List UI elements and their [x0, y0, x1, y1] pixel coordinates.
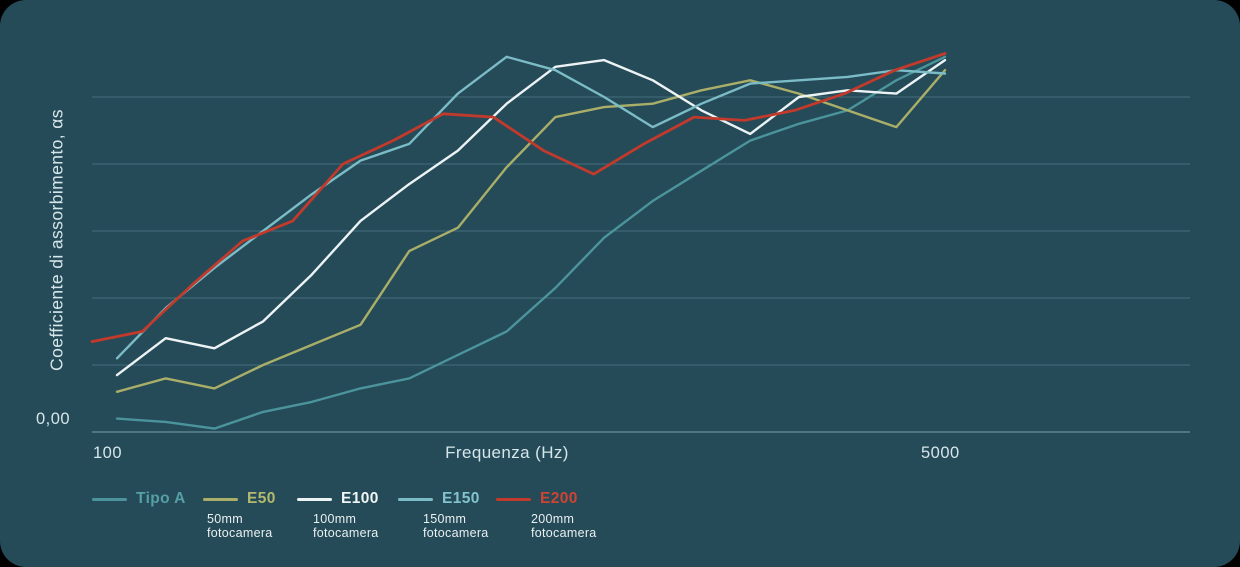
legend-label-e100: E100 — [341, 490, 379, 507]
legend-sublabel-e100: 100mm fotocamera — [313, 512, 379, 540]
x-tick-5000: 5000 — [921, 444, 960, 462]
line-e200 — [90, 52, 947, 344]
legend-item-e50[interactable]: E50 50mm fotocamera — [203, 490, 285, 540]
legend-item-tipo-a[interactable]: Tipo A — [92, 490, 186, 508]
chart-legend: Tipo A E50 50mm fotocamera E100 100mm fo… — [0, 490, 1240, 550]
legend-item-e100[interactable]: E100 100mm fotocamera — [297, 490, 391, 540]
legend-swatch-e100 — [297, 497, 332, 501]
y-axis-title: Coefficiente di assorbimento, αs — [46, 109, 67, 371]
line-e100 — [115, 58, 947, 377]
legend-label-e150: E150 — [442, 490, 480, 507]
legend-item-e150[interactable]: E150 150mm fotocamera — [398, 490, 501, 540]
legend-swatch-e200 — [496, 497, 531, 501]
legend-swatch-e150 — [398, 497, 433, 501]
legend-sublabel-e150: 150mm fotocamera — [423, 512, 489, 540]
legend-label-e200: E200 — [540, 490, 578, 507]
line-tipo-a — [115, 55, 947, 430]
legend-label-tipo-a: Tipo A — [136, 490, 186, 507]
x-axis-title: Frequenza (Hz) — [445, 443, 569, 462]
legend-sublabel-e50: 50mm fotocamera — [207, 512, 273, 540]
series-lines — [90, 52, 947, 430]
legend-swatch-e50 — [203, 497, 238, 501]
x-tick-100: 100 — [93, 444, 123, 462]
gridlines — [92, 96, 1190, 366]
legend-item-e200[interactable]: E200 200mm fotocamera — [496, 490, 609, 540]
y-tick-zero: 0,00 — [36, 410, 71, 428]
legend-label-e50: E50 — [247, 490, 276, 507]
legend-swatch-tipo-a — [92, 497, 127, 501]
legend-sublabel-e200: 200mm fotocamera — [531, 512, 597, 540]
